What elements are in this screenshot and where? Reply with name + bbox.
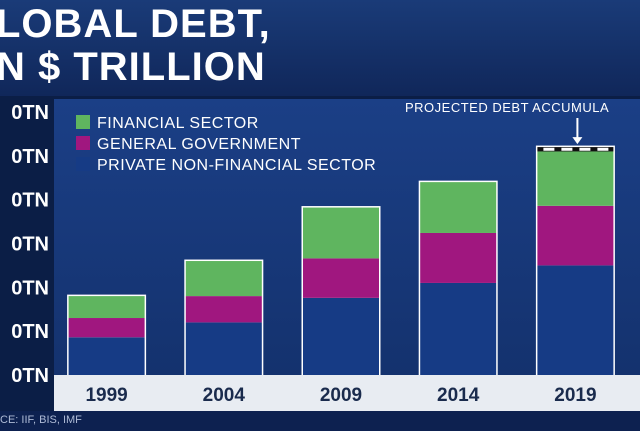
projected-segment — [537, 147, 614, 152]
projected-dash — [579, 147, 591, 151]
y-tick-label: 0TN — [11, 234, 49, 256]
bar-financial-2014 — [420, 182, 497, 233]
projected-dash — [561, 147, 573, 151]
legend-label-financial: FINANCIAL SECTOR — [97, 115, 259, 132]
x-tick-label: 2009 — [320, 385, 362, 406]
y-tick-label: 0TN — [11, 321, 49, 343]
source-footer — [0, 411, 640, 431]
title-line-2: N $ TRILLION — [0, 45, 266, 89]
legend-label-private: PRIVATE NON-FINANCIAL SECTOR — [97, 157, 376, 174]
legend-label-government: GENERAL GOVERNMENT — [97, 136, 301, 153]
bar-government-2009 — [303, 258, 379, 298]
x-tick-label: 2019 — [554, 385, 596, 406]
x-axis-band — [54, 375, 640, 411]
legend-swatch-financial — [76, 115, 90, 129]
legend-swatch-private — [76, 157, 90, 171]
projected-label: PROJECTED DEBT ACCUMULA — [405, 100, 609, 115]
bar-financial-2019 — [537, 151, 614, 206]
title-line-1: LOBAL DEBT, — [0, 2, 271, 46]
bar-financial-1999 — [68, 296, 145, 319]
projected-dash — [543, 147, 555, 151]
bar-private-2014 — [420, 282, 497, 375]
projected-dash — [597, 147, 609, 151]
bar-government-2019 — [537, 205, 614, 266]
title-bar: LOBAL DEBT, N $ TRILLION — [0, 0, 640, 96]
y-tick-label: 0TN — [11, 190, 49, 212]
bar-government-1999 — [68, 318, 145, 338]
bar-government-2014 — [420, 232, 497, 283]
bar-financial-2004 — [185, 261, 262, 297]
x-tick-label: 2004 — [203, 385, 246, 406]
bar-private-2004 — [185, 322, 262, 375]
y-tick-label: 0TN — [11, 146, 49, 168]
bar-private-2019 — [537, 265, 614, 375]
x-tick-label: 2014 — [437, 385, 480, 406]
bar-financial-2009 — [303, 207, 379, 259]
bar-government-2004 — [185, 296, 262, 323]
source-note: CE: IIF, BIS, IMF — [0, 414, 82, 426]
x-tick-label: 1999 — [85, 385, 127, 406]
y-tick-label: 0TN — [11, 277, 49, 299]
projected-arrowhead — [572, 137, 583, 145]
y-tick-label: 0TN — [11, 102, 49, 124]
bar-private-1999 — [68, 337, 145, 375]
bar-private-2009 — [303, 297, 379, 375]
y-tick-label: 0TN — [11, 365, 49, 387]
legend-swatch-government — [76, 136, 90, 150]
